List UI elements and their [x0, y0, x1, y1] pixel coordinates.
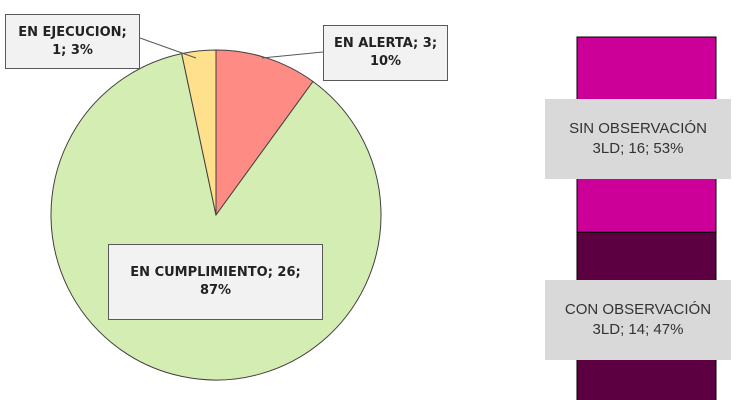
- data-label: SIN OBSERVACIÓN 3LD; 16; 53%: [545, 99, 731, 179]
- leader-line: [261, 51, 324, 59]
- data-label: EN ALERTA; 3; 10%: [323, 25, 448, 81]
- pie-slice: [215, 49, 314, 217]
- data-label: EN EJECUCION; 1; 3%: [5, 14, 140, 69]
- data-label: EN CUMPLIMIENTO; 26; 87%: [108, 244, 323, 320]
- pie-slice: [181, 49, 217, 216]
- leader-line: [139, 37, 197, 59]
- data-label: CON OBSERVACIÓN 3LD; 14; 47%: [545, 280, 731, 360]
